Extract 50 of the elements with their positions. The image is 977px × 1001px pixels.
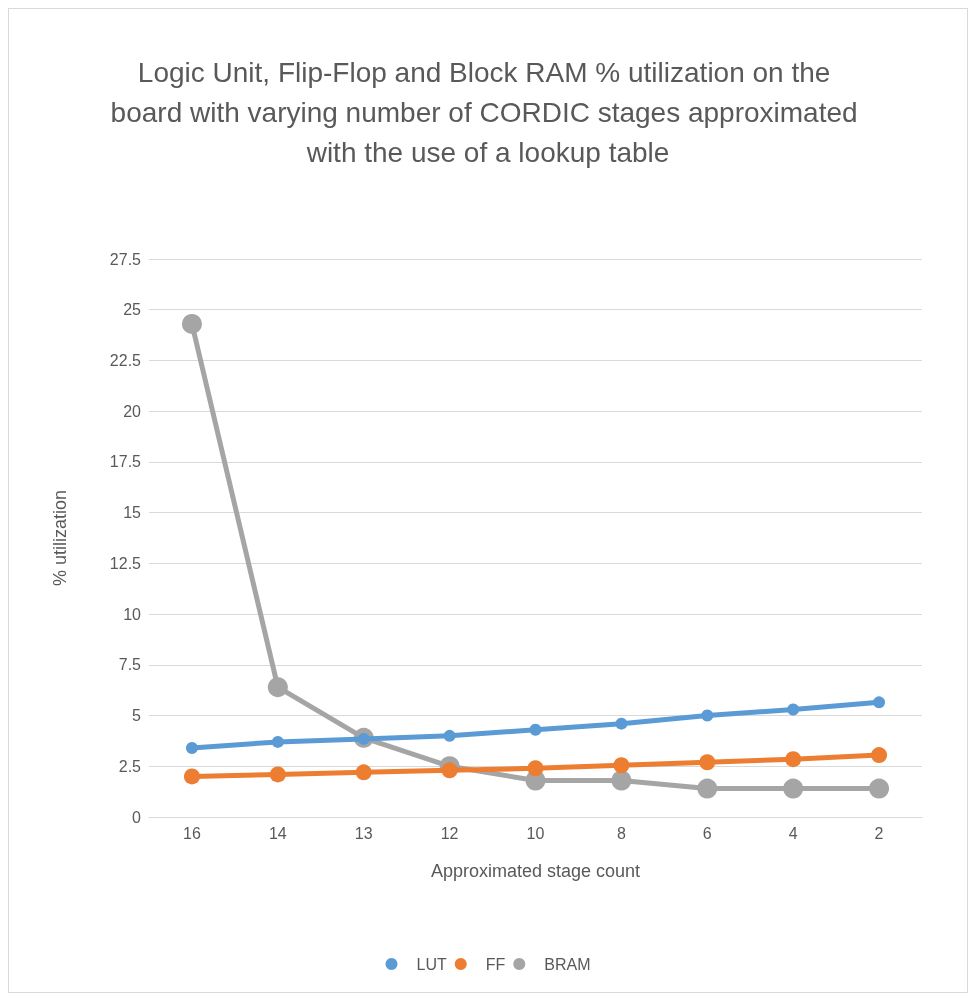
y-tick-label: 27.5 xyxy=(109,250,142,268)
x-tick-label: 13 xyxy=(354,824,373,842)
point xyxy=(183,768,200,785)
point xyxy=(701,709,714,722)
legend-label: FF xyxy=(485,955,506,973)
legend-label: BRAM xyxy=(544,955,591,973)
y-tick-label: 5 xyxy=(132,707,142,725)
point xyxy=(787,703,800,716)
point xyxy=(529,723,542,736)
y-tick-label: 20 xyxy=(123,402,142,420)
y-tick-label: 0 xyxy=(132,808,142,826)
y-tick-label: 12.5 xyxy=(109,554,142,572)
point xyxy=(355,764,372,781)
y-tick-label: 2.5 xyxy=(118,757,142,775)
point xyxy=(785,751,802,768)
point xyxy=(185,742,198,755)
point xyxy=(611,770,632,791)
x-tick-label: 16 xyxy=(183,824,201,842)
y-tick-label: 17.5 xyxy=(109,453,142,471)
x-tick-label: 2 xyxy=(874,824,884,842)
x-tick-label: 6 xyxy=(702,824,712,842)
y-tick-label: 7.5 xyxy=(118,656,142,674)
chart-title: Logic Unit, Flip-Flop and Block RAM % utilization on the board with varying number of CORDIC stages approximated with the use of a lookup table xyxy=(110,56,866,168)
point xyxy=(527,760,544,777)
legend-label: LUT xyxy=(416,955,447,973)
point xyxy=(271,735,284,748)
y-tick-label: 22.5 xyxy=(109,351,142,369)
point xyxy=(269,766,286,783)
y-tick-label: 10 xyxy=(123,605,142,623)
point xyxy=(181,313,202,334)
point xyxy=(699,754,716,771)
point xyxy=(441,762,458,779)
point xyxy=(697,778,718,799)
y-tick-label: 25 xyxy=(123,301,142,319)
point xyxy=(873,696,886,709)
point xyxy=(615,717,628,730)
x-tick-label: 14 xyxy=(268,824,287,842)
x-tick-label: 4 xyxy=(788,824,798,842)
y-tick-label: 15 xyxy=(123,504,142,522)
point xyxy=(869,778,890,799)
point xyxy=(443,729,456,742)
x-tick-label: 12 xyxy=(440,824,459,842)
y-axis-title: % utilization xyxy=(50,489,70,587)
point xyxy=(267,677,288,698)
x-tick-label: 8 xyxy=(616,824,626,842)
point xyxy=(871,747,888,764)
point xyxy=(613,757,630,774)
x-tick-label: 10 xyxy=(526,824,545,842)
point xyxy=(783,778,804,799)
x-axis-title: Approximated stage count xyxy=(430,861,641,881)
